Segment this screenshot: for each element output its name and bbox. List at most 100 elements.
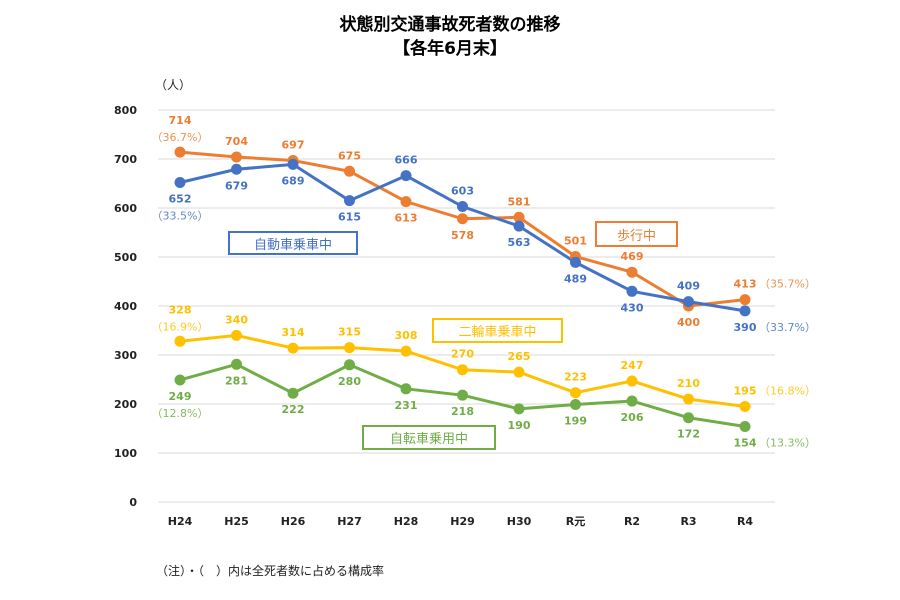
data-label: 231: [395, 399, 418, 412]
y-tick-label: 0: [129, 496, 137, 509]
data-label: 613: [395, 212, 418, 225]
x-tick-label: H30: [507, 515, 532, 528]
data-label: 501: [564, 235, 587, 248]
data-point: [174, 146, 186, 158]
data-label: 489: [564, 272, 587, 285]
data-point: [513, 211, 525, 223]
data-label: 218: [451, 405, 474, 418]
data-point: [457, 364, 468, 376]
data-label: 280: [338, 375, 361, 388]
y-tick-label: 500: [114, 251, 137, 264]
data-point: [457, 201, 468, 213]
data-point: [287, 387, 299, 399]
data-point: [344, 359, 355, 371]
chart-title: 状態別交通事故死者数の推移: [339, 15, 561, 35]
y-axis-unit: （人）: [155, 78, 192, 92]
data-label: 413: [734, 278, 757, 291]
data-point: [231, 329, 242, 341]
percent-label: （33.5%）: [152, 210, 209, 223]
legend-car: 自動車乗車中: [228, 231, 358, 255]
percent-label: （16.8%）: [759, 384, 816, 397]
data-point: [457, 213, 468, 225]
percent-label: （13.3%）: [759, 437, 816, 450]
data-label: 270: [451, 348, 474, 361]
y-tick-label: 100: [114, 447, 137, 460]
data-point: [626, 375, 638, 387]
data-point: [344, 342, 355, 354]
data-point: [400, 345, 412, 357]
percent-label: （12.8%）: [152, 407, 209, 420]
data-label: 172: [677, 428, 700, 441]
data-point: [174, 335, 186, 347]
data-label: 430: [621, 301, 644, 314]
y-tick-label: 300: [114, 349, 137, 362]
data-label: 563: [508, 236, 531, 249]
data-label: 581: [508, 195, 531, 208]
data-point: [570, 256, 581, 268]
x-tick-label: H29: [450, 515, 475, 528]
data-point: [683, 393, 694, 405]
data-point: [570, 398, 581, 410]
data-point: [400, 170, 412, 182]
percent-label: （33.7%）: [759, 321, 816, 334]
data-point: [739, 305, 751, 317]
data-label: 697: [282, 138, 305, 151]
data-point: [626, 266, 638, 278]
x-tick-label: R2: [624, 515, 640, 528]
data-point: [739, 294, 751, 306]
y-tick-label: 800: [114, 104, 137, 117]
data-label: 340: [225, 313, 248, 326]
data-point: [344, 195, 355, 207]
data-label: 281: [225, 374, 248, 387]
x-tick-label: R4: [737, 515, 753, 528]
data-point: [626, 395, 638, 407]
data-label: 652: [169, 193, 192, 206]
x-tick-label: H28: [394, 515, 419, 528]
data-label: 314: [282, 326, 305, 339]
data-label: 199: [564, 414, 587, 427]
data-point: [570, 387, 581, 399]
data-point: [344, 165, 355, 177]
data-label: 666: [395, 154, 418, 167]
legend-pedestrian: 歩行中: [595, 221, 678, 247]
percent-label: （35.7%）: [759, 278, 816, 291]
data-point: [513, 403, 525, 415]
y-tick-label: 600: [114, 202, 137, 215]
x-tick-label: H25: [224, 515, 249, 528]
data-point: [457, 389, 468, 401]
data-point: [231, 358, 242, 370]
data-label: 675: [338, 149, 361, 162]
data-label: 247: [621, 359, 644, 372]
data-label: 315: [338, 326, 361, 339]
data-label: 390: [734, 321, 757, 334]
data-label: 249: [169, 390, 192, 403]
data-point: [231, 151, 242, 163]
data-label: 210: [677, 377, 700, 390]
data-label: 400: [677, 316, 700, 329]
data-point: [174, 374, 186, 386]
data-label: 704: [225, 135, 248, 148]
x-tick-label: H26: [281, 515, 306, 528]
data-label: 679: [225, 179, 248, 192]
data-point: [626, 285, 638, 297]
data-label: 714: [169, 114, 192, 127]
data-point: [513, 220, 525, 232]
y-tick-label: 700: [114, 153, 137, 166]
footnote: （注）・（ ）内は全死者数に占める構成率: [156, 564, 385, 578]
data-point: [287, 342, 299, 354]
data-point: [683, 296, 694, 308]
x-tick-label: H24: [168, 515, 193, 528]
data-label: 409: [677, 280, 700, 293]
data-point: [513, 366, 525, 378]
data-label: 308: [395, 329, 418, 342]
data-point: [400, 196, 412, 208]
data-point: [174, 177, 186, 189]
data-label: 615: [338, 211, 361, 224]
data-label: 689: [282, 174, 305, 187]
data-label: 265: [508, 350, 531, 363]
data-point: [231, 163, 242, 175]
data-label: 578: [451, 229, 474, 242]
percent-label: （16.9%）: [152, 320, 209, 333]
